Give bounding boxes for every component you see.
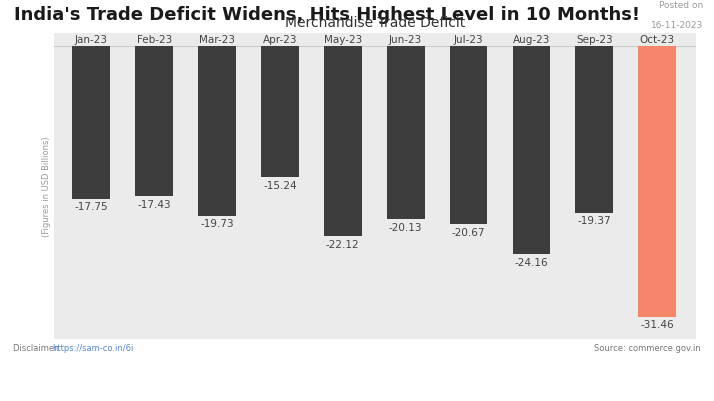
Text: Aug-23: Aug-23 <box>513 35 550 45</box>
Text: -19.73: -19.73 <box>200 219 234 229</box>
Text: 16-11-2023: 16-11-2023 <box>651 21 703 30</box>
Bar <box>261 47 298 178</box>
Text: Jun-23: Jun-23 <box>389 35 422 45</box>
Bar <box>513 47 550 254</box>
Bar <box>324 47 362 237</box>
Text: Jan-23: Jan-23 <box>75 35 108 45</box>
Text: -31.46: -31.46 <box>640 320 674 330</box>
Text: -20.67: -20.67 <box>452 227 486 237</box>
Text: Apr-23: Apr-23 <box>263 35 297 45</box>
Text: #SAMSHOTS: #SAMSHOTS <box>13 373 121 387</box>
Bar <box>198 47 236 217</box>
Y-axis label: (Figures in USD Billions): (Figures in USD Billions) <box>42 136 51 237</box>
Bar <box>575 47 613 213</box>
Text: https://sam-co.in/6i: https://sam-co.in/6i <box>52 343 134 352</box>
Text: Source: commerce.gov.in: Source: commerce.gov.in <box>594 343 701 352</box>
Bar <box>450 47 488 225</box>
Bar <box>72 47 110 199</box>
Bar <box>135 47 173 196</box>
Text: India's Trade Deficit Widens, Hits Highest Level in 10 Months!: India's Trade Deficit Widens, Hits Highe… <box>14 6 640 24</box>
Text: -24.16: -24.16 <box>515 257 548 267</box>
Text: -17.43: -17.43 <box>137 199 171 209</box>
Text: ✓SAMCO: ✓SAMCO <box>626 373 701 387</box>
Text: Posted on: Posted on <box>659 1 703 10</box>
Bar <box>387 47 425 220</box>
Text: -20.13: -20.13 <box>389 222 423 232</box>
Text: -17.75: -17.75 <box>74 202 108 212</box>
Text: May-23: May-23 <box>323 35 362 45</box>
Text: Sep-23: Sep-23 <box>576 35 613 45</box>
Text: Feb-23: Feb-23 <box>136 35 172 45</box>
Text: -22.12: -22.12 <box>326 239 360 249</box>
Text: Mar-23: Mar-23 <box>199 35 235 45</box>
Title: Merchandise Trade Deficit: Merchandise Trade Deficit <box>285 16 465 30</box>
Text: Oct-23: Oct-23 <box>640 35 675 45</box>
Text: -19.37: -19.37 <box>578 216 611 226</box>
Text: Jul-23: Jul-23 <box>453 35 483 45</box>
Text: -15.24: -15.24 <box>263 180 297 190</box>
Text: Disclaimer:: Disclaimer: <box>13 343 63 352</box>
Bar <box>638 47 676 317</box>
